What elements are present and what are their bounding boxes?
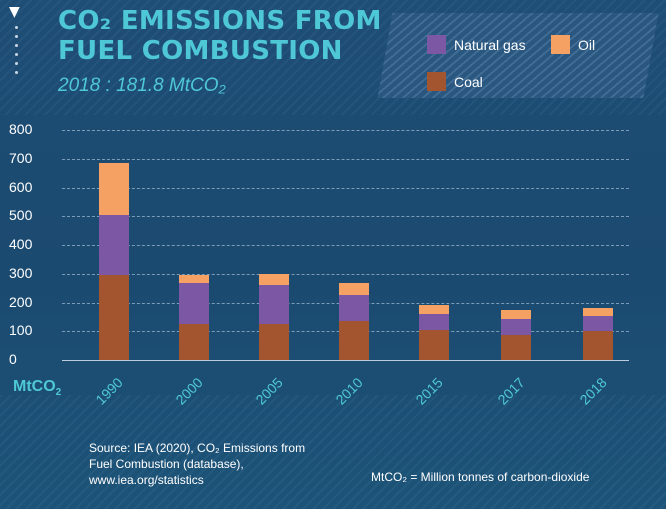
background-hatch-bottom [0, 395, 666, 509]
bar-natural-gas-2005 [259, 285, 289, 325]
bar-oil-1990 [99, 163, 129, 215]
bar-coal-2010 [339, 321, 369, 360]
legend-panel [377, 13, 659, 98]
y-tick-label: 700 [9, 149, 33, 166]
bar-natural-gas-1990 [99, 214, 129, 276]
legend-item-oil: Oil [551, 35, 595, 54]
legend-swatch-natural-gas [427, 35, 446, 54]
bar-natural-gas-2015 [419, 314, 449, 330]
bar-natural-gas-2010 [339, 294, 369, 322]
legend-item-coal: Coal [427, 72, 483, 91]
source-note: Source: IEA (2020), CO₂ Emissions from F… [89, 441, 306, 487]
chart-title: CO₂ EMISSIONS FROM FUEL COMBUSTION [58, 6, 382, 66]
x-axis-line [62, 360, 629, 361]
gridline [62, 130, 629, 131]
bar-oil-2010 [339, 283, 369, 295]
unit-definition-note: MtCO₂ = Million tonnes of carbon-dioxide [371, 470, 590, 484]
legend-item-natural-gas: Natural gas [427, 35, 526, 54]
y-tick-label: 100 [9, 322, 33, 339]
legend-swatch-oil [551, 35, 570, 54]
y-tick-label: 200 [9, 293, 33, 310]
bar-natural-gas-2018 [583, 316, 613, 332]
legend-label-coal: Coal [454, 73, 483, 90]
legend-label-oil: Oil [578, 36, 596, 53]
bar-coal-2018 [583, 331, 613, 360]
bar-coal-2000 [179, 324, 209, 360]
bar-coal-2017 [501, 334, 531, 360]
y-tick-label: 800 [9, 121, 33, 137]
bar-natural-gas-2000 [179, 283, 209, 325]
y-tick-label: 0 [9, 351, 17, 367]
y-tick-label: 500 [9, 207, 33, 224]
menu-dots-icon[interactable] [15, 26, 19, 80]
bar-oil-2005 [259, 274, 289, 286]
gridline [62, 273, 629, 275]
y-tick-label: 300 [9, 264, 33, 281]
bar-coal-2005 [259, 324, 289, 360]
y-tick-label: 600 [9, 178, 33, 195]
menu-arrow-icon[interactable]: ▼ [9, 4, 20, 20]
bar-oil-2017 [501, 310, 531, 319]
chart-subtitle: 2018 : 181.8 MtCO₂ [58, 75, 226, 96]
y-axis-unit-label: MtCO2 [13, 378, 62, 399]
gridline [62, 187, 629, 189]
gridline [62, 245, 629, 246]
bar-oil-2015 [419, 304, 449, 314]
bar-coal-2015 [419, 329, 449, 360]
gridline [62, 216, 629, 218]
bar-natural-gas-2017 [501, 318, 531, 335]
y-tick-label: 400 [9, 236, 33, 252]
bar-oil-2018 [583, 307, 613, 317]
bar-coal-1990 [99, 275, 129, 360]
gridline [62, 158, 629, 160]
legend-label-natural-gas: Natural gas [454, 36, 526, 53]
bar-oil-2000 [179, 274, 209, 284]
legend-swatch-coal [427, 72, 446, 91]
